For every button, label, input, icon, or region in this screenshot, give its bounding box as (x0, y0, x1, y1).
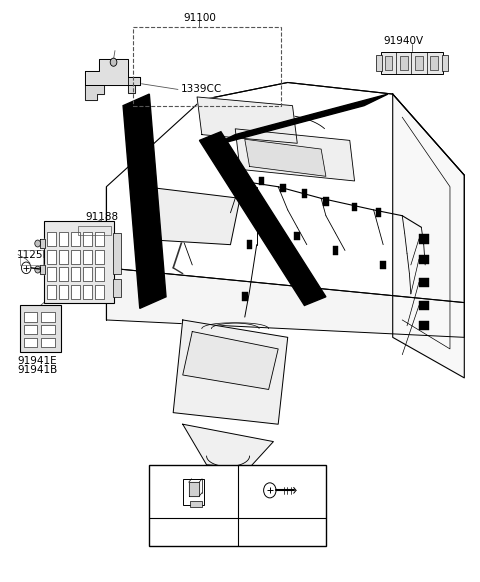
Bar (247, 240, 252, 249)
Bar (59, 250, 68, 264)
Bar (83, 267, 92, 281)
Polygon shape (107, 83, 464, 303)
Polygon shape (235, 129, 355, 181)
Bar (113, 279, 121, 297)
Text: 95220G: 95220G (173, 526, 214, 535)
Polygon shape (128, 77, 140, 93)
Bar (59, 285, 68, 299)
Polygon shape (183, 332, 278, 389)
Bar (59, 267, 68, 281)
Bar (149, 465, 326, 546)
Bar (259, 176, 264, 185)
Text: 1125KC: 1125KC (17, 250, 57, 260)
Bar (323, 197, 329, 205)
Bar (419, 278, 429, 287)
Text: 91940V: 91940V (384, 36, 424, 46)
Polygon shape (183, 424, 274, 468)
Circle shape (35, 240, 40, 247)
Circle shape (35, 266, 40, 273)
Polygon shape (245, 139, 326, 176)
Bar (71, 250, 80, 264)
Bar (132, 27, 281, 106)
Bar (47, 267, 56, 281)
Bar (71, 232, 80, 246)
Polygon shape (39, 265, 45, 274)
Bar (280, 183, 286, 192)
Bar (24, 325, 37, 335)
Polygon shape (199, 132, 326, 306)
Bar (41, 338, 55, 347)
Bar (381, 52, 443, 74)
Text: 91941E: 91941E (17, 356, 57, 365)
Text: 91188: 91188 (85, 212, 118, 222)
Polygon shape (85, 59, 140, 86)
Bar (78, 226, 111, 235)
Bar (415, 56, 423, 70)
Polygon shape (107, 268, 464, 338)
Bar (400, 56, 408, 70)
Bar (47, 250, 56, 264)
Polygon shape (123, 94, 166, 308)
Bar (384, 56, 392, 70)
Bar (375, 208, 381, 217)
Bar (419, 254, 429, 264)
Polygon shape (189, 482, 199, 496)
Text: 1339CC: 1339CC (180, 84, 222, 94)
Bar (380, 261, 386, 269)
Bar (442, 55, 447, 71)
Bar (333, 246, 338, 255)
Bar (301, 189, 307, 198)
Text: 91941B: 91941B (17, 365, 57, 375)
Bar (183, 480, 204, 505)
Bar (71, 285, 80, 299)
Bar (47, 232, 56, 246)
Bar (95, 250, 104, 264)
Text: 1141AE: 1141AE (262, 526, 302, 535)
Bar (113, 233, 121, 274)
Bar (419, 234, 429, 243)
Polygon shape (135, 187, 240, 244)
Bar (431, 56, 438, 70)
Circle shape (22, 262, 31, 274)
Text: 91100: 91100 (183, 13, 216, 23)
Bar (20, 250, 43, 265)
Bar (190, 501, 202, 506)
Bar (71, 267, 80, 281)
Bar (24, 338, 37, 347)
Bar (41, 313, 55, 322)
Polygon shape (197, 97, 297, 143)
Bar (59, 232, 68, 246)
Bar (95, 285, 104, 299)
Polygon shape (211, 94, 388, 146)
Bar (376, 55, 382, 71)
Polygon shape (85, 86, 104, 100)
Polygon shape (393, 94, 464, 378)
Circle shape (110, 58, 117, 66)
Bar (83, 285, 92, 299)
Bar (83, 250, 92, 264)
Bar (95, 232, 104, 246)
Bar (24, 313, 37, 322)
Bar (44, 222, 114, 303)
Bar (41, 325, 55, 335)
Polygon shape (39, 239, 45, 247)
Polygon shape (173, 320, 288, 424)
Bar (95, 267, 104, 281)
Bar (419, 321, 429, 331)
Bar (21, 306, 61, 352)
Bar (240, 175, 245, 184)
Bar (83, 232, 92, 246)
Circle shape (264, 483, 276, 498)
Bar (242, 292, 248, 301)
Bar (294, 232, 300, 240)
Bar (352, 203, 358, 211)
Bar (47, 285, 56, 299)
Bar (419, 301, 429, 310)
